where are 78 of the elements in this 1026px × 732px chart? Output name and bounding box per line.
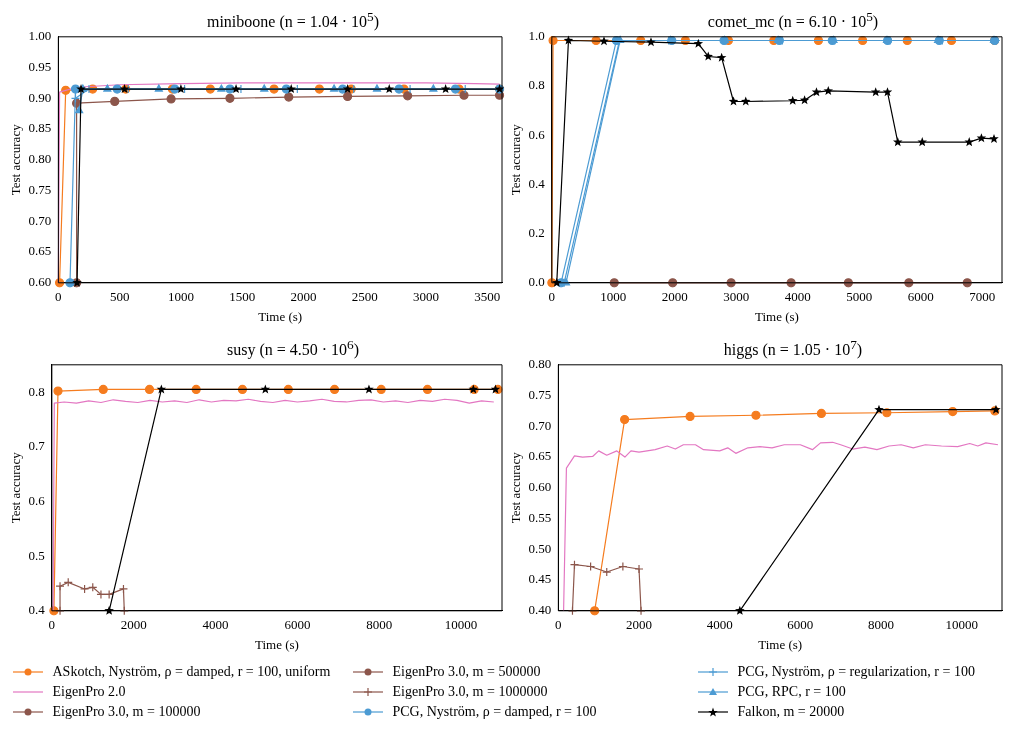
y-axis-title: Test accuracy bbox=[8, 123, 24, 196]
x-tick-label: 2000 bbox=[661, 289, 688, 305]
chart-title: comet_mc (n = 6.10 · 10$^{5}$) bbox=[706, 8, 880, 31]
x-tick-label: 2000 bbox=[626, 617, 653, 633]
x-tick-label: 1000 bbox=[167, 289, 194, 305]
y-axis-title: Test accuracy bbox=[508, 451, 524, 524]
y-tick-label: 0.65 bbox=[528, 448, 552, 464]
x-tick-label: 0 bbox=[555, 617, 562, 633]
y-tick-label: 0.8 bbox=[28, 383, 45, 399]
x-tick-label: 0 bbox=[48, 617, 56, 633]
x-tick-label: 10000 bbox=[444, 617, 478, 633]
y-tick-label: 1.00 bbox=[28, 28, 52, 44]
y-tick-label: 0.80 bbox=[528, 356, 552, 372]
x-axis-title: Time (s) bbox=[258, 308, 303, 324]
x-tick-label: 6000 bbox=[284, 617, 311, 633]
y-tick-label: 0.90 bbox=[28, 89, 52, 105]
x-tick-label: 5000 bbox=[846, 289, 873, 305]
y-tick-label: 0.60 bbox=[28, 274, 52, 290]
x-tick-label: 2000 bbox=[120, 617, 147, 633]
legend-label: EigenPro 3.0, m = 500000 bbox=[392, 664, 541, 680]
y-tick-label: 0.80 bbox=[28, 151, 52, 167]
y-tick-label: 0.8 bbox=[528, 77, 545, 93]
legend-label: PCG, RPC, r = 100 bbox=[737, 684, 846, 700]
x-tick-label: 0 bbox=[55, 289, 62, 305]
legend-label: EigenPro 3.0, m = 100000 bbox=[52, 704, 201, 720]
x-axis-title: Time (s) bbox=[754, 308, 799, 324]
y-tick-label: 0.7 bbox=[28, 438, 46, 454]
x-tick-label: 6000 bbox=[907, 289, 934, 305]
y-tick-label: 0.4 bbox=[28, 602, 46, 618]
x-axis-title: Time (s) bbox=[254, 636, 299, 652]
x-tick-label: 3000 bbox=[723, 289, 750, 305]
chart-title: miniboone (n = 1.04 · 10$^{5}$) bbox=[205, 8, 381, 31]
chart-title: susy (n = 4.50 · 10$^{6}$) bbox=[225, 336, 361, 359]
y-tick-label: 0.4 bbox=[528, 175, 546, 191]
y-tick-label: 0.2 bbox=[528, 225, 545, 241]
y-tick-label: 0.85 bbox=[28, 120, 52, 136]
x-tick-label: 4000 bbox=[784, 289, 811, 305]
chart-title: higgs (n = 1.05 · 10$^{7}$) bbox=[722, 336, 864, 359]
x-tick-label: 4000 bbox=[706, 617, 733, 633]
y-axis-title: Test accuracy bbox=[508, 123, 524, 196]
y-tick-label: 0.95 bbox=[28, 58, 52, 74]
y-tick-label: 1.0 bbox=[528, 28, 545, 44]
x-tick-label: 500 bbox=[109, 289, 130, 305]
x-tick-label: 8000 bbox=[868, 617, 894, 633]
legend-label: EigenPro 2.0 bbox=[52, 684, 126, 700]
y-tick-label: 0.70 bbox=[528, 417, 552, 433]
y-tick-label: 0.5 bbox=[28, 547, 45, 563]
y-tick-label: 0.0 bbox=[528, 274, 545, 290]
x-tick-label: 2500 bbox=[351, 289, 378, 305]
legend-label: PCG, Nyström, ρ = damped, r = 100 bbox=[392, 704, 597, 720]
y-tick-label: 0.60 bbox=[528, 479, 552, 495]
y-tick-label: 0.40 bbox=[528, 602, 552, 618]
x-tick-label: 3000 bbox=[413, 289, 440, 305]
y-tick-label: 0.65 bbox=[28, 243, 52, 259]
y-tick-label: 0.6 bbox=[28, 492, 46, 508]
x-tick-label: 7000 bbox=[969, 289, 996, 305]
x-tick-label: 4000 bbox=[202, 617, 229, 633]
y-tick-label: 0.75 bbox=[28, 181, 52, 197]
legend-label: EigenPro 3.0, m = 1000000 bbox=[392, 684, 548, 700]
x-tick-label: 10000 bbox=[945, 617, 978, 633]
legend-label: Falkon, m = 20000 bbox=[737, 704, 845, 720]
y-axis-title: Test accuracy bbox=[8, 451, 24, 524]
y-tick-label: 0.70 bbox=[28, 212, 52, 228]
y-tick-label: 0.45 bbox=[528, 571, 552, 587]
legend-label: ASkotch, Nyström, ρ = damped, r = 100, uniform bbox=[52, 664, 331, 680]
x-tick-label: 2000 bbox=[290, 289, 317, 305]
legend-label: PCG, Nyström, ρ = regularization, r = 100 bbox=[737, 664, 975, 680]
x-tick-label: 6000 bbox=[787, 617, 814, 633]
y-tick-label: 0.6 bbox=[528, 126, 546, 142]
y-tick-label: 0.55 bbox=[528, 509, 552, 525]
x-tick-label: 3500 bbox=[474, 289, 501, 305]
y-tick-label: 0.50 bbox=[528, 540, 552, 556]
x-tick-label: 8000 bbox=[366, 617, 393, 633]
x-tick-label: 1500 bbox=[229, 289, 256, 305]
y-tick-label: 0.75 bbox=[528, 386, 552, 402]
x-axis-title: Time (s) bbox=[758, 636, 803, 652]
x-tick-label: 1000 bbox=[600, 289, 627, 305]
x-tick-label: 0 bbox=[548, 289, 556, 305]
